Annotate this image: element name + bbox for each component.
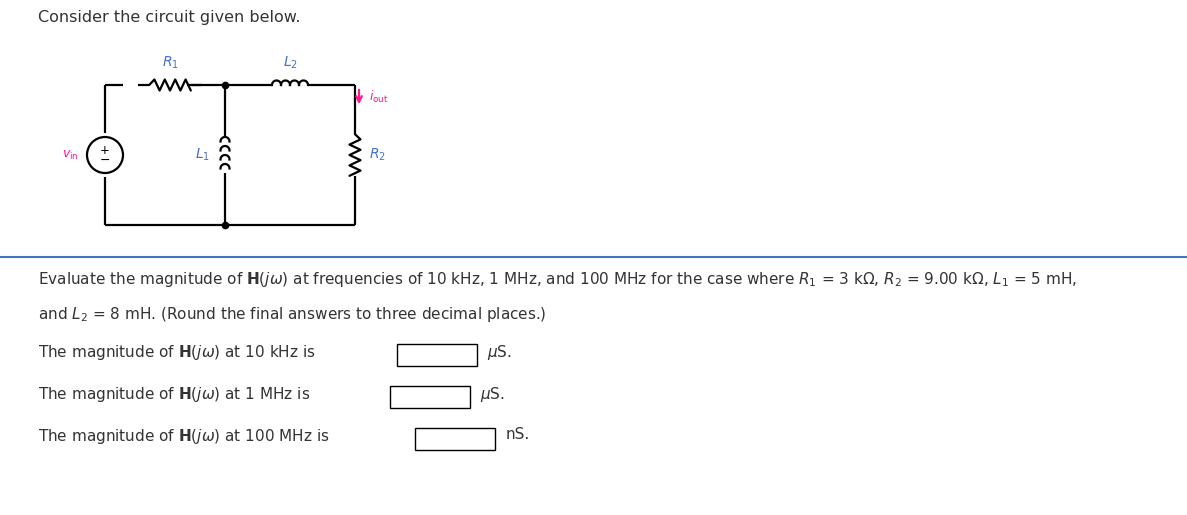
- Text: $i_\mathrm{out}$: $i_\mathrm{out}$: [369, 89, 388, 105]
- Text: The magnitude of $\bf{H}$($j\omega$) at 100 MHz is: The magnitude of $\bf{H}$($j\omega$) at …: [38, 427, 330, 446]
- Text: −: −: [100, 154, 110, 167]
- Text: The magnitude of $\bf{H}$($j\omega$) at 10 kHz is: The magnitude of $\bf{H}$($j\omega$) at …: [38, 343, 317, 362]
- Text: $\mu$S.: $\mu$S.: [487, 343, 512, 362]
- Text: +: +: [100, 144, 110, 157]
- Text: $v_\mathrm{in}$: $v_\mathrm{in}$: [63, 148, 80, 162]
- Text: $L_1$: $L_1$: [195, 147, 210, 163]
- Text: $R_1$: $R_1$: [161, 55, 178, 71]
- Text: $R_2$: $R_2$: [369, 147, 386, 163]
- FancyBboxPatch shape: [398, 344, 477, 366]
- Text: $\mu$S.: $\mu$S.: [481, 385, 506, 404]
- FancyBboxPatch shape: [391, 386, 470, 408]
- Text: and $L_2$ = 8 mH. (Round the final answers to three decimal places.): and $L_2$ = 8 mH. (Round the final answe…: [38, 305, 546, 324]
- Text: Evaluate the magnitude of $\bf{H}$($j\omega$) at frequencies of 10 kHz, 1 MHz, a: Evaluate the magnitude of $\bf{H}$($j\om…: [38, 270, 1077, 289]
- Text: Consider the circuit given below.: Consider the circuit given below.: [38, 10, 300, 25]
- FancyBboxPatch shape: [415, 428, 495, 450]
- Text: $L_2$: $L_2$: [283, 55, 298, 71]
- Text: The magnitude of $\bf{H}$($j\omega$) at 1 MHz is: The magnitude of $\bf{H}$($j\omega$) at …: [38, 385, 311, 404]
- Text: nS.: nS.: [506, 427, 529, 442]
